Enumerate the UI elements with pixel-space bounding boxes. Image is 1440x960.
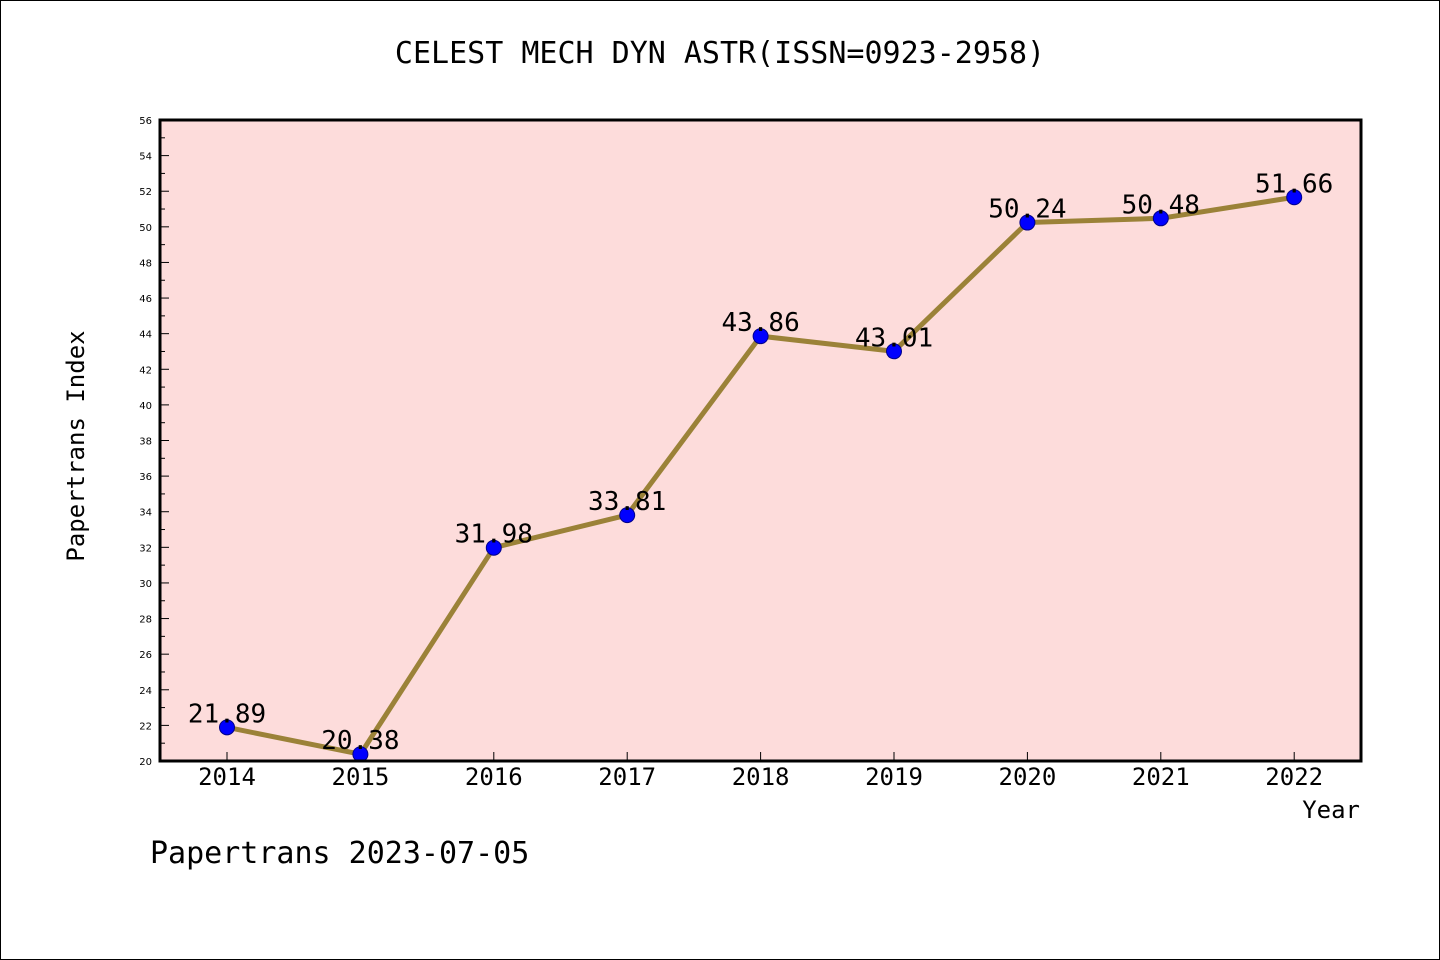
data-label: 43.86	[721, 308, 799, 338]
y-tick-label: 32	[139, 543, 152, 554]
x-tick-label: 2015	[332, 763, 390, 791]
plot-area	[160, 120, 1361, 761]
footer-credit: Papertrans 2023-07-05	[150, 836, 530, 871]
data-label: 21.89	[188, 699, 266, 729]
data-point	[1152, 210, 1169, 227]
y-tick-label: 38	[139, 437, 152, 448]
y-tick-label: 46	[139, 294, 152, 305]
y-tick-label: 48	[139, 258, 152, 269]
plot-border	[158, 118, 1363, 763]
y-tick-label: 56	[139, 116, 152, 127]
y-tick-label: 22	[139, 721, 152, 732]
data-point	[485, 539, 502, 556]
data-labels: 21.89 20.38 31.98 33.81 43.86 43.01 50.24 50.48…	[188, 169, 1333, 756]
data-point	[752, 328, 769, 345]
x-axis: 2014 2015 2016 2017 2018 2019 2020 2021 2022	[198, 752, 1323, 791]
x-tick-label: 2016	[465, 763, 523, 791]
y-tick-label: 50	[139, 223, 152, 234]
x-tick-label: 2020	[999, 763, 1057, 791]
y-tick-label: 42	[139, 365, 152, 376]
x-axis-label: Year	[1302, 796, 1360, 824]
data-label: 51.66	[1255, 169, 1333, 199]
x-tick-label: 2019	[865, 763, 923, 791]
data-point	[1019, 214, 1036, 231]
data-label: 20.38	[321, 726, 399, 756]
y-tick-label: 40	[139, 401, 152, 412]
x-tick-label: 2017	[598, 763, 656, 791]
y-tick-label: 30	[139, 579, 152, 590]
y-tick-label: 54	[139, 152, 152, 163]
data-point	[886, 343, 902, 360]
chart-title: CELEST MECH DYN ASTR(ISSN=0923-2958)	[394, 36, 1046, 71]
data-label: 50.48	[1122, 190, 1200, 220]
y-tick-label: 20	[139, 757, 152, 768]
data-label: 50.24	[988, 195, 1066, 225]
x-tick-label: 2021	[1132, 763, 1190, 791]
data-point	[619, 507, 636, 524]
y-tick-label: 52	[139, 187, 152, 198]
x-tick-label: 2018	[732, 763, 790, 791]
data-markers	[219, 189, 1303, 763]
y-tick-label: 36	[139, 472, 152, 483]
y-tick-label: 26	[139, 650, 152, 661]
x-tick-label: 2014	[198, 763, 256, 791]
data-label: 31.98	[455, 520, 533, 550]
data-point	[1286, 189, 1303, 206]
y-tick-label: 24	[139, 686, 152, 697]
y-tick-label: 28	[139, 615, 152, 626]
data-label: 43.01	[855, 323, 933, 353]
y-axis: 20 22 24 26 28 30 32 34 36 38 40 42 44 46 48 50 52 54 56	[139, 116, 169, 768]
data-label: 33.81	[588, 487, 666, 517]
y-tick-label: 44	[139, 330, 152, 341]
y-tick-label: 34	[139, 508, 152, 519]
data-point	[219, 719, 235, 736]
x-tick-label: 2022	[1265, 763, 1323, 791]
